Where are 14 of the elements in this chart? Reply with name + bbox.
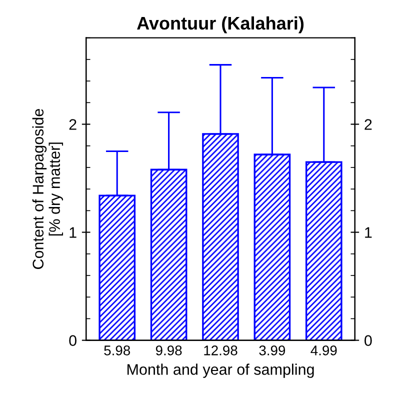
x-tick-label: 3.99 [259,346,286,356]
y-tick-label: 1 [70,227,76,238]
x-tick-label: 9.98 [156,346,182,356]
y2-tick-label: 1 [365,227,372,238]
x-tick-label: 4.99 [310,346,337,356]
x-tick-label: 12.98 [204,346,238,356]
y-axis-title: Content of Harpagoside [% dry matter] [32,109,64,269]
chart-title: Avontuur (Kalahari) [137,16,304,34]
y2-tick-label: 0 [364,335,372,346]
y-tick-label: 0 [69,335,76,346]
y-tick-label: 2 [69,119,76,130]
x-tick-label: 5.98 [104,346,130,356]
y2-tick-label: 2 [364,119,372,130]
x-axis-title: Month and year of sampling [127,364,314,378]
